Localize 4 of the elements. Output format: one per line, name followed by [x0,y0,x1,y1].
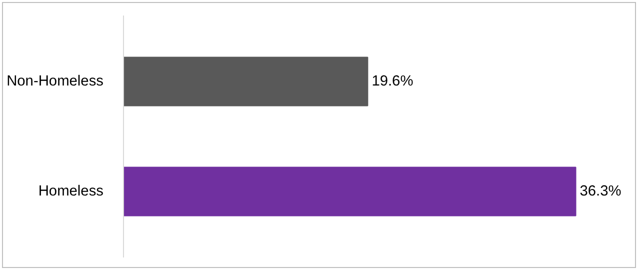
y-tick-label: Non-Homeless [6,74,104,90]
data-label: 19.6% [372,74,414,90]
data-label: 36.3% [580,184,622,200]
y-tick-label: Homeless [38,184,104,200]
